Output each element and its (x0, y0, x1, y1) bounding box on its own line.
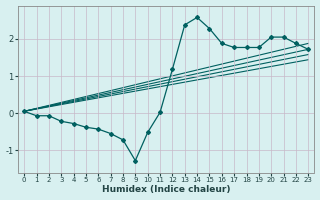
X-axis label: Humidex (Indice chaleur): Humidex (Indice chaleur) (102, 185, 230, 194)
